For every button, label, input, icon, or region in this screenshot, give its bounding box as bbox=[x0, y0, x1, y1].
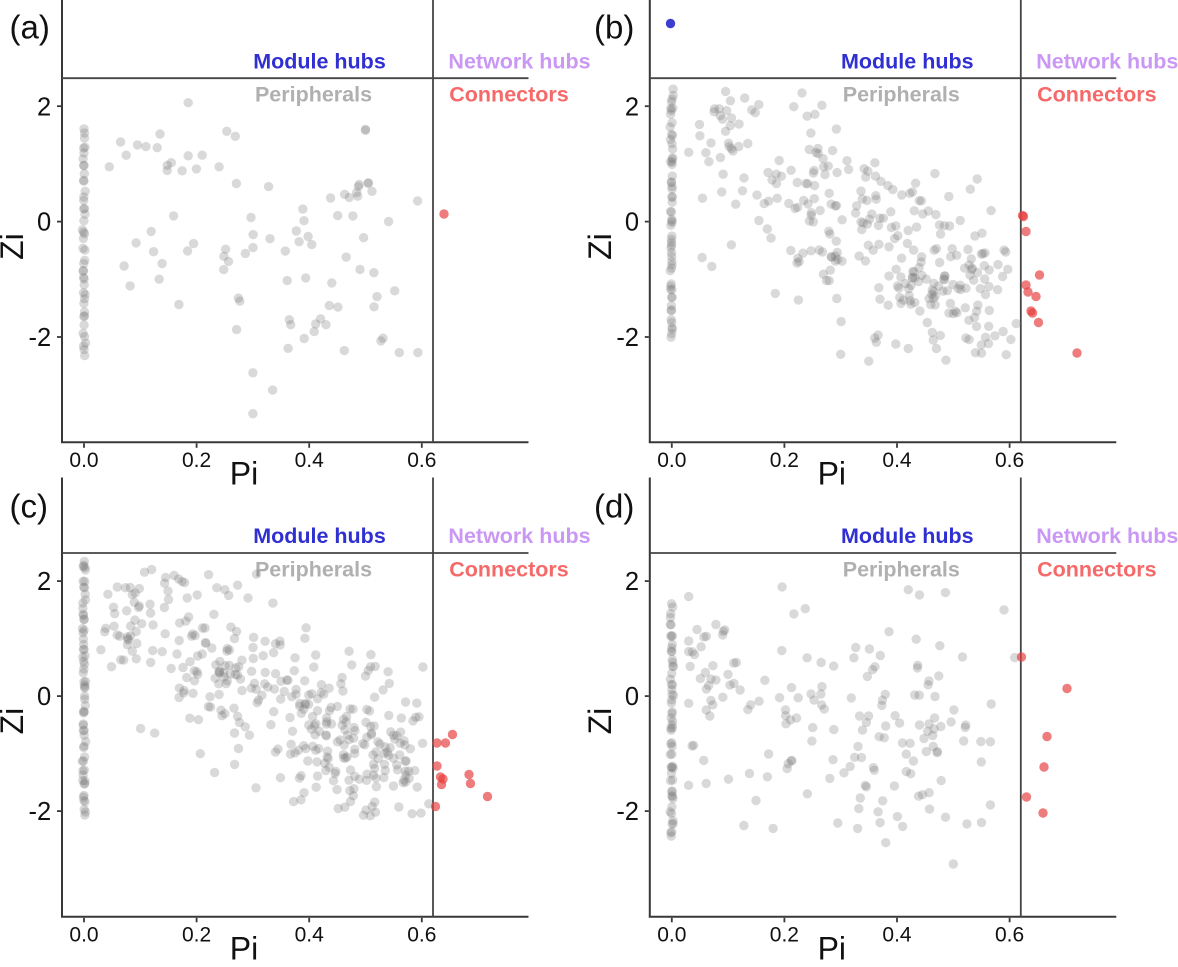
svg-text:Pi: Pi bbox=[818, 931, 846, 963]
svg-text:0: 0 bbox=[625, 209, 639, 237]
svg-text:Connectors: Connectors bbox=[449, 558, 569, 582]
svg-text:Network hubs: Network hubs bbox=[1036, 49, 1178, 73]
svg-text:Module hubs: Module hubs bbox=[841, 49, 974, 73]
svg-text:2: 2 bbox=[37, 93, 51, 121]
svg-text:Peripherals: Peripherals bbox=[843, 83, 960, 107]
svg-text:-2: -2 bbox=[29, 324, 52, 352]
svg-text:Peripherals: Peripherals bbox=[255, 558, 372, 582]
svg-text:0.4: 0.4 bbox=[882, 449, 912, 472]
svg-text:-2: -2 bbox=[29, 798, 52, 826]
svg-text:2: 2 bbox=[625, 568, 639, 596]
svg-text:0.6: 0.6 bbox=[407, 449, 436, 472]
svg-text:Network hubs: Network hubs bbox=[448, 49, 590, 73]
svg-text:Peripherals: Peripherals bbox=[843, 558, 960, 582]
svg-text:Module hubs: Module hubs bbox=[253, 49, 386, 73]
svg-text:0.2: 0.2 bbox=[182, 924, 211, 947]
svg-text:-2: -2 bbox=[616, 798, 639, 826]
svg-text:0.0: 0.0 bbox=[657, 924, 686, 947]
svg-text:0.6: 0.6 bbox=[407, 924, 436, 947]
svg-text:(b): (b) bbox=[594, 8, 634, 45]
svg-text:0.0: 0.0 bbox=[69, 924, 98, 947]
svg-text:Pi: Pi bbox=[230, 931, 258, 963]
svg-text:2: 2 bbox=[37, 568, 51, 596]
svg-text:Connectors: Connectors bbox=[1037, 558, 1157, 582]
svg-text:2: 2 bbox=[625, 93, 639, 121]
svg-text:Network hubs: Network hubs bbox=[448, 524, 590, 548]
svg-text:(c): (c) bbox=[10, 487, 48, 524]
svg-text:Module hubs: Module hubs bbox=[841, 524, 974, 548]
svg-text:-2: -2 bbox=[616, 324, 639, 352]
svg-text:Module hubs: Module hubs bbox=[253, 524, 386, 548]
svg-text:0.2: 0.2 bbox=[770, 449, 799, 472]
svg-text:Network hubs: Network hubs bbox=[1036, 524, 1178, 548]
svg-text:Zi: Zi bbox=[0, 233, 30, 260]
svg-text:0.2: 0.2 bbox=[182, 449, 211, 472]
svg-text:0.0: 0.0 bbox=[69, 449, 98, 472]
svg-text:0.2: 0.2 bbox=[770, 924, 799, 947]
svg-text:0.4: 0.4 bbox=[295, 449, 325, 472]
svg-text:0.4: 0.4 bbox=[882, 924, 912, 947]
svg-text:(a): (a) bbox=[10, 8, 50, 45]
svg-text:Zi: Zi bbox=[582, 233, 618, 260]
svg-text:Zi: Zi bbox=[0, 708, 30, 735]
svg-text:0: 0 bbox=[37, 209, 51, 237]
svg-text:Pi: Pi bbox=[818, 456, 846, 492]
svg-text:0.4: 0.4 bbox=[295, 924, 325, 947]
svg-text:0.0: 0.0 bbox=[657, 449, 686, 472]
svg-text:0: 0 bbox=[37, 683, 51, 711]
svg-text:0.6: 0.6 bbox=[995, 449, 1024, 472]
svg-text:0.6: 0.6 bbox=[995, 924, 1024, 947]
svg-text:Connectors: Connectors bbox=[1037, 83, 1157, 107]
svg-text:Connectors: Connectors bbox=[449, 83, 569, 107]
svg-text:(d): (d) bbox=[594, 487, 634, 524]
svg-text:0: 0 bbox=[625, 683, 639, 711]
svg-text:Zi: Zi bbox=[582, 708, 618, 735]
svg-text:Pi: Pi bbox=[230, 456, 258, 492]
svg-text:Peripherals: Peripherals bbox=[255, 83, 372, 107]
